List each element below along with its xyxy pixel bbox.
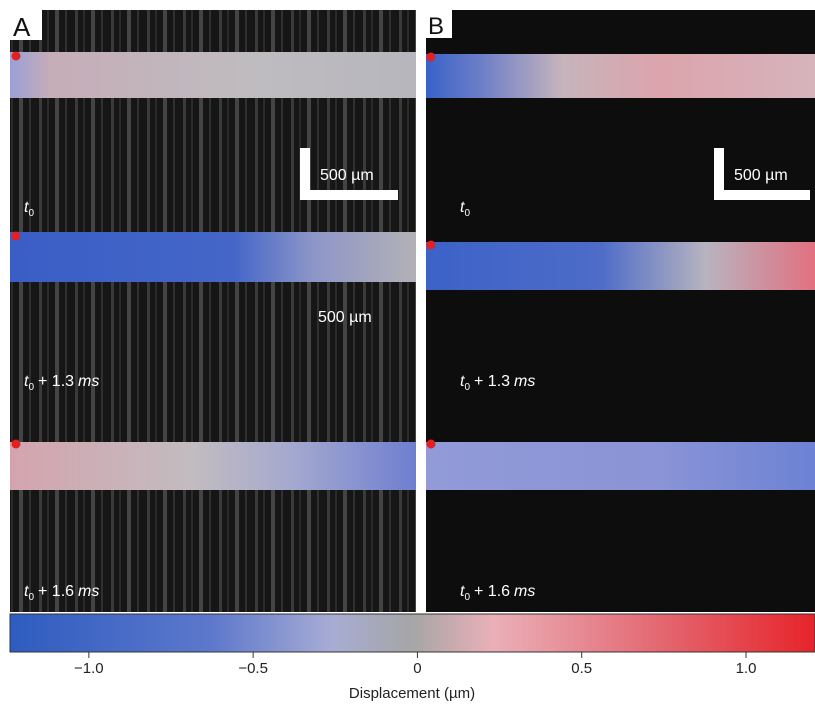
panel-letter: B [428,13,444,40]
marker [11,231,21,241]
frame-label: t0 + 1.3 ms [460,373,535,393]
tissue-band [10,442,416,490]
tissue-band [10,232,416,282]
marker [426,439,436,449]
tick-label: 1.0 [736,660,757,677]
oct-image [426,10,815,612]
oct-image [10,10,416,612]
scale-bar [714,148,810,200]
tissue-band [426,54,815,98]
marker [11,439,21,449]
tick-label: 0 [413,660,421,677]
time-var: t [460,199,465,216]
marker [426,52,436,62]
marker [11,51,21,61]
time-var: t [24,199,29,216]
time-sub: 0 [464,208,470,219]
panel-letter: A [13,12,31,42]
time-offset: + 1.6 [474,583,510,600]
time-offset: + 1.6 [38,583,74,600]
tick-label: 0.5 [571,660,592,677]
time-offset: + 1.3 [38,373,74,390]
scale-label: 500 µm [318,309,372,326]
frame-label: t0 [24,199,34,219]
frame-label: t0 + 1.6 ms [24,583,99,603]
frame-label: t0 + 1.3 ms [24,373,99,393]
tissue-band [426,242,815,290]
tissue-band [10,52,416,98]
time-sub: 0 [464,592,470,603]
time-var: t [24,583,29,600]
frame-label: t0 + 1.6 ms [460,583,535,603]
colorbar: Displacement (µm) −1.0 −0.5 0 0.5 1.0 [9,613,815,702]
tick-label: −0.5 [238,660,268,677]
scale-label: 500 µm [320,167,374,184]
time-var: t [460,583,465,600]
marker [426,240,436,250]
panel-tag [10,10,42,40]
time-var: t [460,373,465,390]
time-unit: ms [78,583,99,600]
tick-label: −1.0 [74,660,104,677]
time-unit: ms [514,373,535,390]
time-sub: 0 [28,208,34,219]
scale-label: 500 µm [734,167,788,184]
tissue-band [426,442,815,490]
time-unit: ms [514,583,535,600]
frame-label: t0 [460,199,470,219]
colorbar-gradient [9,613,815,653]
colorbar-label: Displacement (µm) [349,685,475,702]
time-unit: ms [78,373,99,390]
time-offset: + 1.3 [474,373,510,390]
time-sub: 0 [464,382,470,393]
time-sub: 0 [28,592,34,603]
time-sub: 0 [28,382,34,393]
scale-bar [300,148,398,200]
panel-tag [426,10,452,38]
time-var: t [24,373,29,390]
